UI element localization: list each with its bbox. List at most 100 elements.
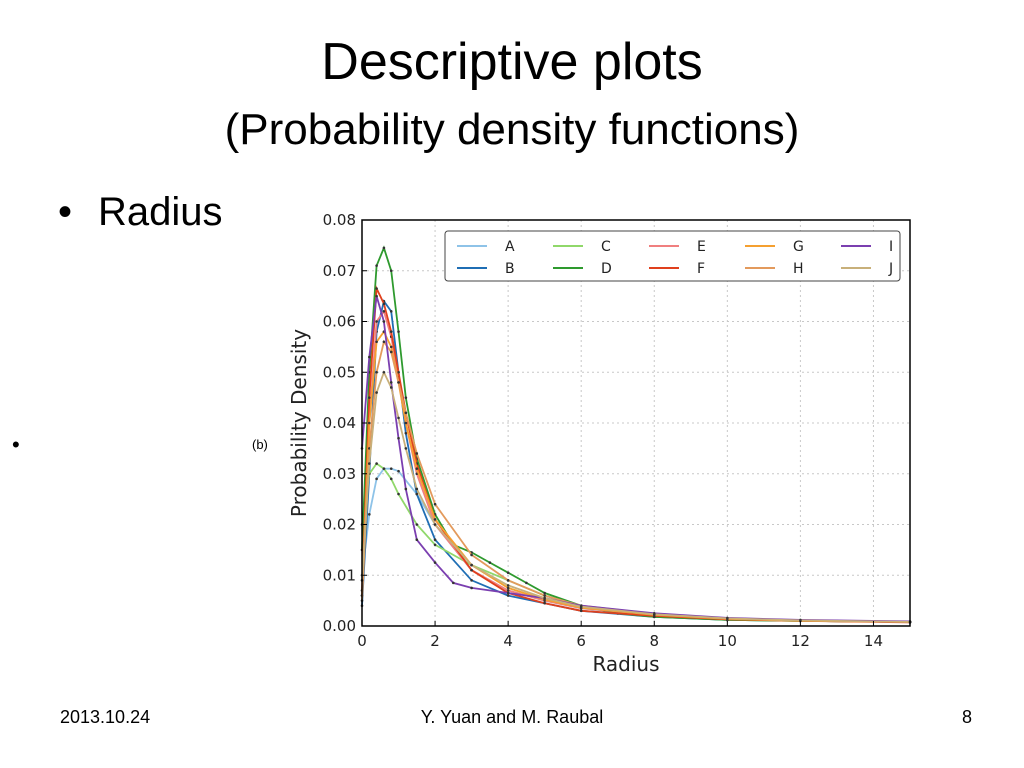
data-point-F [368, 396, 371, 399]
data-point-J [397, 416, 400, 420]
data-point-G [415, 467, 419, 470]
data-point-I [452, 581, 455, 585]
data-point-H [415, 452, 419, 455]
legend-label-D: D [601, 261, 612, 277]
y-tick-label: 0.06 [323, 313, 356, 331]
data-point-I [375, 294, 378, 298]
data-point-H [375, 370, 378, 374]
data-point-J [579, 605, 583, 609]
bullet-marker: • [58, 190, 73, 234]
data-point-A [389, 467, 393, 470]
legend-label-G: G [793, 239, 804, 255]
slide-subtitle: (Probability density functions) [224, 105, 800, 154]
data-point-A [375, 477, 378, 481]
legend-label-E: E [697, 239, 706, 255]
data-point-J [368, 462, 371, 465]
data-point-I [415, 538, 419, 542]
y-tick-label: 0.03 [323, 465, 356, 483]
data-point-D [506, 571, 510, 575]
data-point-J [652, 613, 656, 616]
data-point-D [397, 330, 400, 333]
x-tick-label: 12 [791, 632, 810, 650]
y-axis-label: Probability Density [287, 329, 311, 517]
legend-label-H: H [793, 261, 804, 277]
data-point-C [382, 467, 386, 470]
data-point-H [433, 502, 437, 506]
footer-page-number: 8 [961, 707, 972, 727]
data-point-I [433, 561, 437, 564]
data-point-D [375, 264, 378, 267]
data-point-I [389, 381, 393, 384]
legend-label-C: C [601, 239, 611, 255]
x-axis-label: Radius [592, 652, 659, 676]
y-tick-label: 0.04 [323, 414, 356, 432]
data-point-C [375, 462, 378, 465]
data-point-J [382, 370, 386, 374]
data-point-I [397, 436, 400, 440]
data-point-J [799, 619, 802, 622]
data-point-H [506, 579, 510, 582]
data-point-J [543, 596, 546, 600]
x-tick-label: 8 [649, 632, 659, 650]
data-point-J [389, 386, 393, 389]
data-point-G [389, 345, 393, 349]
legend-label-F: F [697, 261, 705, 277]
footer-date: 2013.10.24 [60, 707, 151, 727]
data-point-C [433, 543, 437, 547]
x-tick-label: 6 [576, 632, 586, 650]
legend-label-B: B [505, 261, 515, 277]
data-point-G [404, 421, 408, 425]
data-point-J [433, 523, 437, 526]
data-point-D [488, 561, 492, 564]
data-point-J [404, 447, 408, 450]
data-point-F [397, 370, 400, 374]
data-point-A [397, 469, 400, 473]
data-point-H [382, 340, 386, 344]
data-point-C [389, 477, 393, 481]
data-point-F [543, 601, 546, 605]
data-point-I [404, 487, 408, 491]
data-point-I [368, 355, 371, 359]
legend-label-A: A [505, 239, 515, 255]
data-point-A [368, 513, 371, 516]
data-point-G [375, 340, 378, 344]
panel-label: (b) [252, 437, 268, 452]
y-tick-label: 0.01 [323, 566, 356, 584]
x-tick-label: 4 [503, 632, 513, 650]
data-point-E [382, 310, 386, 313]
data-point-B [389, 310, 393, 313]
x-tick-label: 10 [718, 632, 737, 650]
x-tick-label: 14 [864, 632, 883, 650]
data-point-B [404, 431, 408, 435]
data-point-D [382, 246, 386, 250]
data-point-G [506, 586, 510, 590]
bullet-item: • Radius [58, 192, 223, 232]
data-point-E [506, 589, 510, 592]
data-point-D [525, 581, 528, 585]
data-point-B [506, 594, 510, 597]
data-point-J [375, 391, 378, 394]
data-point-F [389, 330, 393, 333]
data-point-J [506, 584, 510, 587]
x-tick-label: 2 [430, 632, 440, 650]
bullet-text: Radius [98, 190, 223, 234]
data-point-H [397, 381, 400, 384]
data-point-F [375, 287, 378, 290]
data-point-J [415, 487, 419, 491]
slide-title: Descriptive plots [321, 33, 703, 91]
data-point-D [389, 269, 393, 273]
y-tick-label: 0.07 [323, 262, 356, 280]
data-point-J [470, 563, 473, 567]
stray-bullet-marker: • [12, 432, 20, 457]
series-line-I [361, 295, 911, 623]
data-point-B [433, 538, 437, 542]
data-point-G [368, 421, 371, 425]
y-tick-label: 0.08 [323, 211, 356, 229]
data-point-B [415, 492, 419, 496]
pdf-chart: 0 2 4 6 8 10 12 14 0.00 0.01 0.02 0.03 0.04 0.05 0.06 0… [287, 211, 912, 676]
legend-label-I: I [889, 239, 893, 255]
data-point-I [506, 591, 510, 595]
data-point-H [543, 594, 546, 597]
data-point-D [404, 396, 408, 399]
legend-label-J: J [888, 261, 893, 277]
